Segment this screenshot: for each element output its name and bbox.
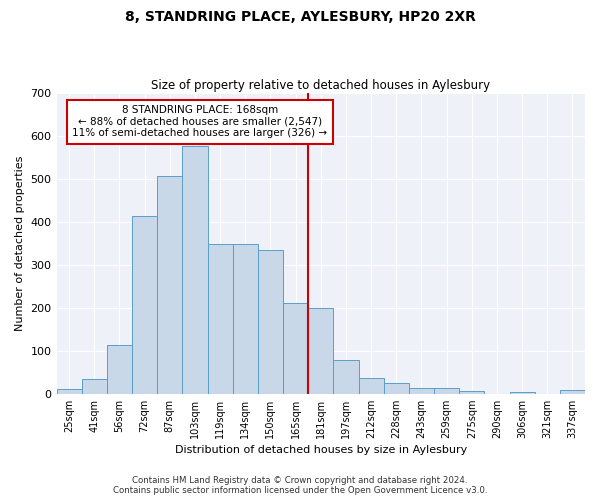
Bar [82,378,107,394]
Bar [509,392,535,394]
Bar [283,302,308,394]
Title: Size of property relative to detached houses in Aylesbury: Size of property relative to detached ho… [151,79,490,92]
Bar [56,390,82,394]
Bar [208,244,233,394]
Bar [359,378,383,394]
Bar [459,391,484,394]
Bar [233,244,258,394]
Bar [409,388,434,394]
X-axis label: Distribution of detached houses by size in Aylesbury: Distribution of detached houses by size … [175,445,467,455]
Bar [560,390,585,394]
Bar [258,250,283,394]
Bar [434,388,459,394]
Bar [334,360,359,394]
Text: Contains HM Land Registry data © Crown copyright and database right 2024.
Contai: Contains HM Land Registry data © Crown c… [113,476,487,495]
Text: 8, STANDRING PLACE, AYLESBURY, HP20 2XR: 8, STANDRING PLACE, AYLESBURY, HP20 2XR [125,10,475,24]
Bar [383,383,409,394]
Bar [157,176,182,394]
Y-axis label: Number of detached properties: Number of detached properties [15,156,25,331]
Bar [182,146,208,394]
Text: 8 STANDRING PLACE: 168sqm
← 88% of detached houses are smaller (2,547)
11% of se: 8 STANDRING PLACE: 168sqm ← 88% of detac… [73,105,328,138]
Bar [132,216,157,394]
Bar [107,345,132,394]
Bar [308,308,334,394]
